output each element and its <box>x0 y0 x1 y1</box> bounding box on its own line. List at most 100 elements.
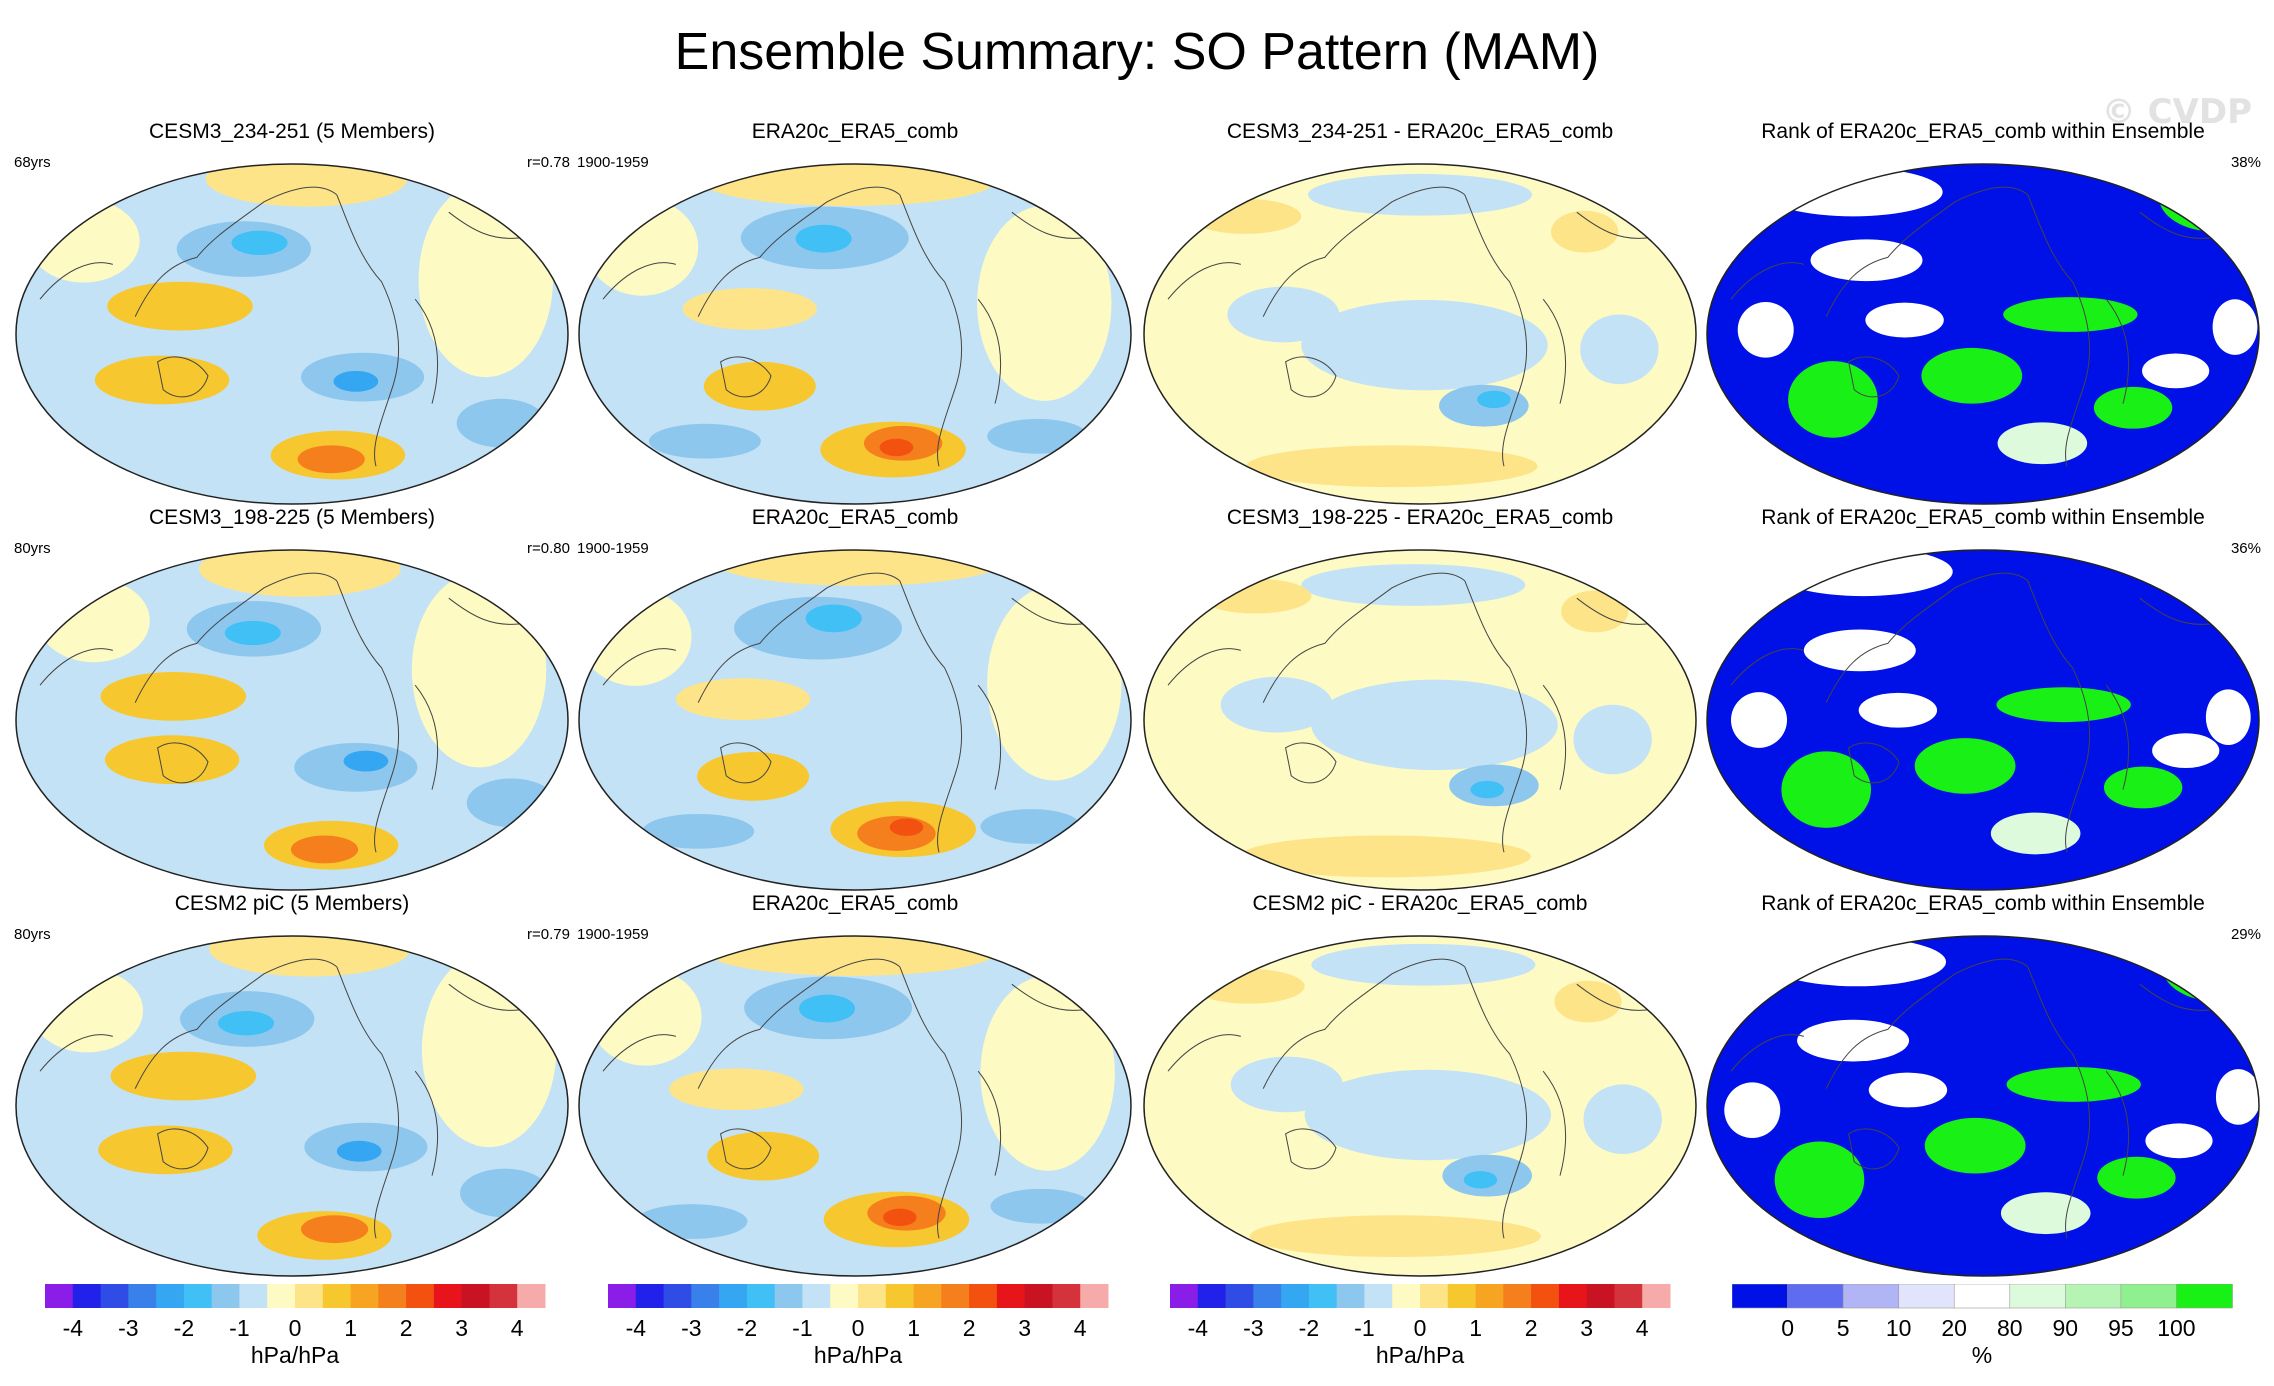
colorbar-tick-label: 1 <box>1469 1315 1482 1341</box>
coastline <box>2027 580 2091 853</box>
colorbar-tick-label: 3 <box>1018 1315 1031 1341</box>
field-anomaly <box>1797 1019 1910 1062</box>
colorbar-tick-label: 80 <box>1997 1315 2023 1341</box>
field-anomaly <box>1803 629 1916 672</box>
panel-period: 1900-1959 <box>577 540 649 557</box>
panel-title: CESM3_198-225 (5 Members) <box>149 506 435 529</box>
coastline <box>1730 1034 1804 1072</box>
coastline <box>39 262 113 300</box>
coastline <box>1848 742 1900 784</box>
colorbar-swatch <box>378 1284 407 1308</box>
field-anomaly <box>1781 751 1871 828</box>
coastline <box>1576 597 1656 625</box>
field-anomaly <box>987 418 1088 454</box>
map-panel: ERA20c_ERA5_comb 1900-1959 <box>575 892 1135 1282</box>
field-anomaly <box>2142 353 2210 389</box>
field-anomaly <box>1924 1117 2026 1174</box>
panel-title: Rank of ERA20c_ERA5_comb within Ensemble <box>1761 892 2205 915</box>
field-anomaly <box>343 750 389 772</box>
coastline <box>977 1070 1002 1176</box>
colorbar-swatch <box>746 1284 776 1308</box>
field-anomaly <box>1554 980 1622 1023</box>
colorbar-tick-label: 10 <box>1886 1315 1912 1341</box>
field-anomaly <box>1189 198 1302 234</box>
colorbar-swatch <box>2009 1283 2067 1309</box>
field-anomaly <box>2093 386 2173 429</box>
colorbar-swatch <box>1642 1284 1671 1308</box>
coastline <box>2139 211 2219 239</box>
coastline <box>414 684 439 790</box>
coastline <box>1825 186 2029 317</box>
coastline <box>1285 356 1337 398</box>
map-rank <box>1706 935 2260 1277</box>
coastline <box>414 298 439 404</box>
colorbar-swatch <box>295 1284 324 1308</box>
field-anomaly <box>1463 1171 1498 1189</box>
field-anomaly <box>675 678 811 720</box>
panel-title: CESM2 piC - ERA20c_ERA5_comb <box>1252 892 1588 915</box>
coastline <box>1262 958 1466 1089</box>
colorbar-swatch <box>969 1284 998 1308</box>
coastline <box>720 1128 772 1170</box>
field-anomaly <box>697 752 810 801</box>
colorbar-tick-label: 3 <box>1580 1315 1593 1341</box>
colorbar-swatch <box>433 1284 463 1308</box>
field-anomaly <box>805 604 862 633</box>
field-anomaly <box>1996 687 2131 723</box>
coastline <box>157 356 209 398</box>
field-anomaly <box>1230 1056 1343 1113</box>
colorbar-swatch <box>1197 1284 1227 1308</box>
field-anomaly <box>2103 766 2183 809</box>
colorbar-tick-label: 0 <box>1414 1315 1427 1341</box>
colorbar-tick-label: 0 <box>1781 1315 1794 1341</box>
map-rank <box>1706 163 2260 505</box>
colorbar-swatch <box>1364 1284 1393 1308</box>
field-anomaly <box>1990 812 2081 855</box>
field-anomaly <box>1997 422 2088 465</box>
field-anomaly <box>1788 361 1878 438</box>
coastline <box>899 580 963 853</box>
colorbar-swatch <box>2176 1283 2233 1309</box>
field-anomaly <box>2097 1156 2176 1199</box>
map-border <box>578 163 1132 505</box>
field-anomaly <box>1311 943 1536 986</box>
field-anomaly <box>712 550 1004 586</box>
colorbar-swatch <box>1787 1283 1844 1309</box>
map-border <box>15 163 569 505</box>
colorbar-swatch <box>1225 1284 1254 1308</box>
map-panel: CESM3_198-225 - ERA20c_ERA5_comb <box>1140 506 1700 896</box>
field-anomaly <box>94 355 230 405</box>
field-anomaly <box>682 288 817 330</box>
colorbar-swatch <box>885 1284 915 1308</box>
coastline <box>1464 966 1528 1239</box>
field-anomaly <box>466 778 557 828</box>
field-anomaly <box>1239 835 1531 878</box>
coastline <box>602 648 676 686</box>
colorbar-tick-label: -4 <box>63 1315 84 1341</box>
map-background <box>1707 936 2259 1276</box>
colorbar-swatch <box>156 1284 185 1308</box>
panel-period: 68yrs <box>14 154 51 171</box>
colorbar-swatch <box>1731 1283 1789 1309</box>
coastline <box>977 684 1002 790</box>
field-anomaly <box>1773 550 1953 597</box>
panel-stat: r=0.79 <box>527 926 570 943</box>
coastline <box>39 1034 113 1072</box>
colorbar-swatch <box>1024 1284 1053 1308</box>
coastline <box>1542 1070 1567 1176</box>
colorbar-swatch <box>1898 1283 1956 1309</box>
map-panel: Rank of ERA20c_ERA5_comb within Ensemble… <box>1703 892 2263 1282</box>
field-anomaly <box>2205 689 2251 746</box>
field-anomaly <box>707 1131 820 1181</box>
map-model <box>15 935 569 1277</box>
coastline <box>1825 958 2029 1089</box>
field-anomaly <box>2145 1123 2213 1159</box>
colorbar-tick-label: 90 <box>2053 1315 2079 1341</box>
map-border <box>1706 935 2260 1277</box>
coastline <box>157 1128 209 1170</box>
panel-period: 80yrs <box>14 540 51 557</box>
colorbar: -4 -3 -2 -1 0 1 2 3 4 hPa/hPa <box>1170 1284 1690 1381</box>
field-anomaly <box>642 813 755 849</box>
colorbar-tick-label: -2 <box>737 1315 757 1341</box>
colorbar-tick-label: 0 <box>852 1315 865 1341</box>
